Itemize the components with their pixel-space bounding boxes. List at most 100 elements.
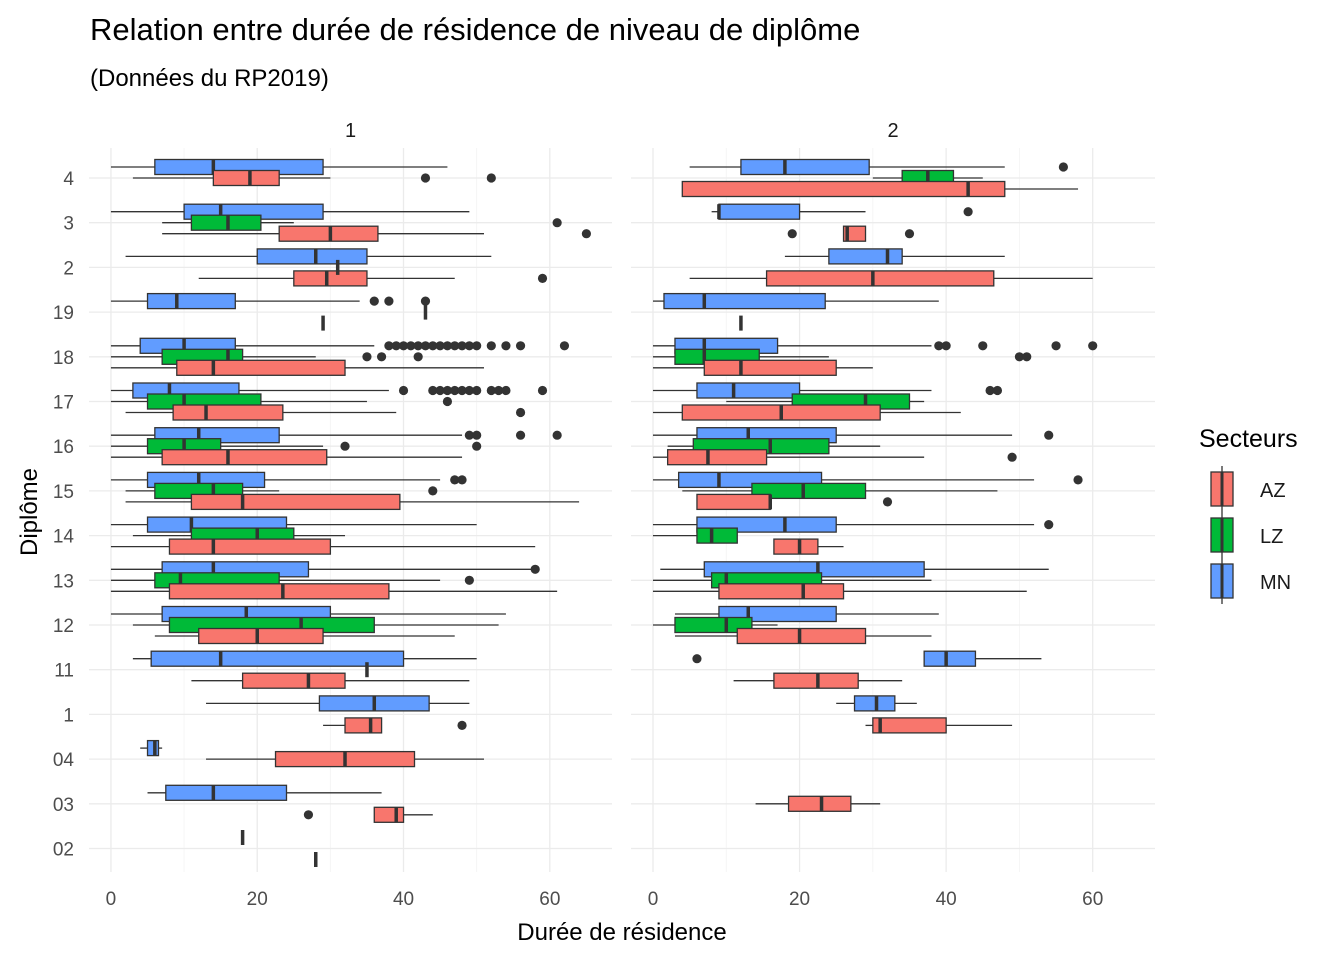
box-body: [828, 248, 903, 265]
x-tick-label: 60: [1082, 889, 1103, 910]
box-MN-1: [206, 695, 470, 712]
box-body: [718, 583, 845, 600]
y-tick-label: 02: [53, 840, 74, 861]
outlier-point: [1022, 352, 1032, 362]
outlier-point: [486, 385, 496, 396]
x-tick-label: 60: [539, 889, 560, 910]
outlier-point: [464, 385, 474, 396]
legend: Secteurs AZ LZ MN: [1199, 425, 1298, 604]
box-body: [773, 538, 819, 555]
y-axis-label: Diplôme: [16, 468, 43, 556]
box-MN-2: [784, 248, 1005, 265]
outlier-point: [413, 352, 423, 362]
outlier-point: [787, 229, 797, 239]
box-body: [718, 203, 801, 220]
legend-label: AZ: [1260, 480, 1286, 502]
legend-title: Secteurs: [1199, 425, 1298, 453]
box-AZ-2: [198, 270, 548, 287]
box-MN-19: [652, 292, 939, 310]
outlier-point: [1014, 352, 1025, 362]
box-AZ-17: [652, 404, 961, 421]
y-tick-label: 18: [53, 348, 74, 369]
legend-item-MN: MN: [1210, 558, 1291, 604]
outlier-point: [1044, 520, 1054, 530]
box-AZ-14: [773, 538, 844, 555]
box-MN-11: [132, 650, 477, 667]
box-AZ-2: [689, 270, 1093, 287]
x-axis-label: Durée de résidence: [517, 919, 726, 946]
outlier-point: [963, 207, 973, 217]
box-MN-3: [711, 203, 973, 220]
box-body: [344, 717, 383, 734]
y-tick-label: 3: [63, 214, 74, 235]
outlier-point: [450, 475, 460, 485]
outlier-point: [934, 341, 944, 351]
x-tick-label: 40: [393, 889, 414, 910]
outlier-point: [428, 341, 438, 351]
outlier-point: [384, 341, 394, 351]
outlier-point: [428, 385, 438, 396]
box-AZ-1: [323, 717, 467, 734]
box-body: [696, 493, 771, 511]
outlier-point: [420, 296, 431, 306]
outlier-point: [486, 341, 496, 351]
outlier-point: [398, 341, 409, 351]
outlier-point: [391, 341, 401, 351]
box-LZ-12: [652, 616, 778, 634]
y-tick-label: 13: [53, 571, 74, 592]
outlier-point: [472, 385, 482, 396]
box-AZ-11: [191, 672, 470, 689]
outlier-point: [457, 475, 467, 485]
box-MN-04: [140, 739, 163, 757]
box-body: [168, 583, 390, 600]
outlier-point: [537, 385, 548, 396]
box-body: [176, 359, 346, 376]
chart-subtitle: (Données du RP2019): [90, 65, 329, 92]
outlier-point: [376, 352, 387, 362]
outlier-point: [515, 430, 526, 440]
box-body: [787, 795, 852, 812]
box-body: [198, 627, 324, 645]
box-body: [751, 482, 867, 500]
box-AZ-1: [865, 717, 1013, 734]
box-body: [172, 404, 284, 421]
box-body: [765, 270, 995, 287]
outlier-point: [464, 575, 474, 585]
box-body: [150, 650, 405, 667]
box-body: [923, 650, 977, 667]
box-AZ-18: [110, 359, 484, 376]
box-body: [696, 527, 738, 544]
box-body: [190, 493, 401, 511]
outlier-point: [515, 407, 526, 418]
outlier-point: [1073, 475, 1083, 485]
outlier-point: [530, 564, 540, 574]
outlier-point: [904, 229, 915, 239]
facet-label-2: 2: [887, 120, 898, 142]
box-AZ-18: [652, 359, 873, 376]
box-body: [773, 672, 859, 689]
box-AZ-11: [733, 672, 903, 689]
outlier-point: [457, 720, 467, 731]
outlier-point: [435, 341, 445, 351]
box-MN-17: [652, 382, 1003, 399]
outlier-point: [537, 273, 548, 283]
outlier-point: [442, 385, 453, 396]
box-MN-2: [125, 248, 492, 265]
outlier-point: [692, 654, 702, 664]
outlier-point: [457, 385, 467, 396]
outlier-point: [340, 441, 350, 451]
outlier-point: [992, 385, 1003, 396]
outlier-point: [420, 173, 431, 183]
box-AZ-3: [162, 225, 591, 242]
x-tick-label: 40: [936, 889, 957, 910]
box-LZ-15: [682, 482, 998, 500]
x-tick-label: 20: [789, 889, 810, 910]
box-LZ-14: [652, 527, 738, 544]
box-AZ-15: [696, 493, 893, 511]
box-body: [278, 225, 379, 242]
y-tick-label: 4: [63, 169, 74, 190]
outlier-point: [581, 229, 591, 239]
